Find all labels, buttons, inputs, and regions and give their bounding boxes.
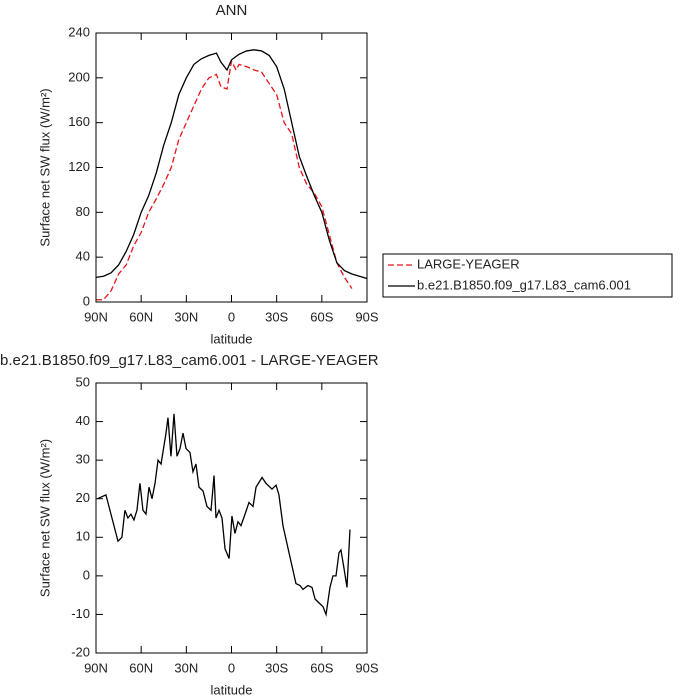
- x-tick-label: 60N: [129, 309, 153, 324]
- y-tick-label: -10: [71, 606, 90, 621]
- y-axis-label: Surface net SW flux (W/m²): [37, 439, 52, 597]
- x-tick-label: 60S: [310, 660, 333, 675]
- y-tick-label: 120: [68, 159, 90, 174]
- x-tick-label: 60S: [310, 309, 333, 324]
- plot-frame: [95, 382, 368, 654]
- y-tick-label: 80: [76, 204, 90, 219]
- x-axis-label: latitude: [211, 682, 253, 697]
- x-tick-label: 30S: [265, 660, 288, 675]
- series-line: [97, 413, 351, 617]
- series-line: [95, 49, 368, 280]
- legend-label: b.e21.B1850.f09_g17.L83_cam6.001: [417, 277, 631, 292]
- y-tick-label: -20: [71, 644, 90, 659]
- y-tick-label: 40: [76, 413, 90, 428]
- x-tick-label: 90N: [84, 309, 108, 324]
- x-tick-label: 90N: [84, 660, 108, 675]
- plot-frame: [95, 32, 368, 303]
- y-tick-label: 50: [76, 374, 90, 389]
- x-tick-label: 30N: [174, 660, 198, 675]
- x-tick-label: 0: [228, 660, 235, 675]
- x-tick-label: 30N: [174, 309, 198, 324]
- y-tick-label: 40: [76, 249, 90, 264]
- y-tick-label: 10: [76, 529, 90, 544]
- x-tick-label: 60N: [129, 660, 153, 675]
- x-tick-label: 90S: [355, 660, 378, 675]
- chart-title: b.e21.B1850.f09_g17.L83_cam6.001 - LARGE…: [0, 352, 379, 369]
- y-tick-label: 30: [76, 452, 90, 467]
- chart-title: ANN: [216, 2, 248, 19]
- y-tick-label: 0: [83, 293, 90, 308]
- x-tick-label: 30S: [265, 309, 288, 324]
- legend-label: LARGE-YEAGER: [417, 256, 520, 271]
- y-tick-label: 0: [83, 567, 90, 582]
- x-tick-label: 90S: [355, 309, 378, 324]
- legend-box: [382, 253, 673, 298]
- y-axis-label: Surface net SW flux (W/m²): [37, 88, 52, 246]
- x-tick-label: 0: [228, 309, 235, 324]
- x-axis-label: latitude: [211, 331, 253, 346]
- series-line: [96, 58, 353, 301]
- y-tick-label: 200: [68, 69, 90, 84]
- y-tick-label: 240: [68, 24, 90, 39]
- y-tick-label: 160: [68, 114, 90, 129]
- y-tick-label: 20: [76, 490, 90, 505]
